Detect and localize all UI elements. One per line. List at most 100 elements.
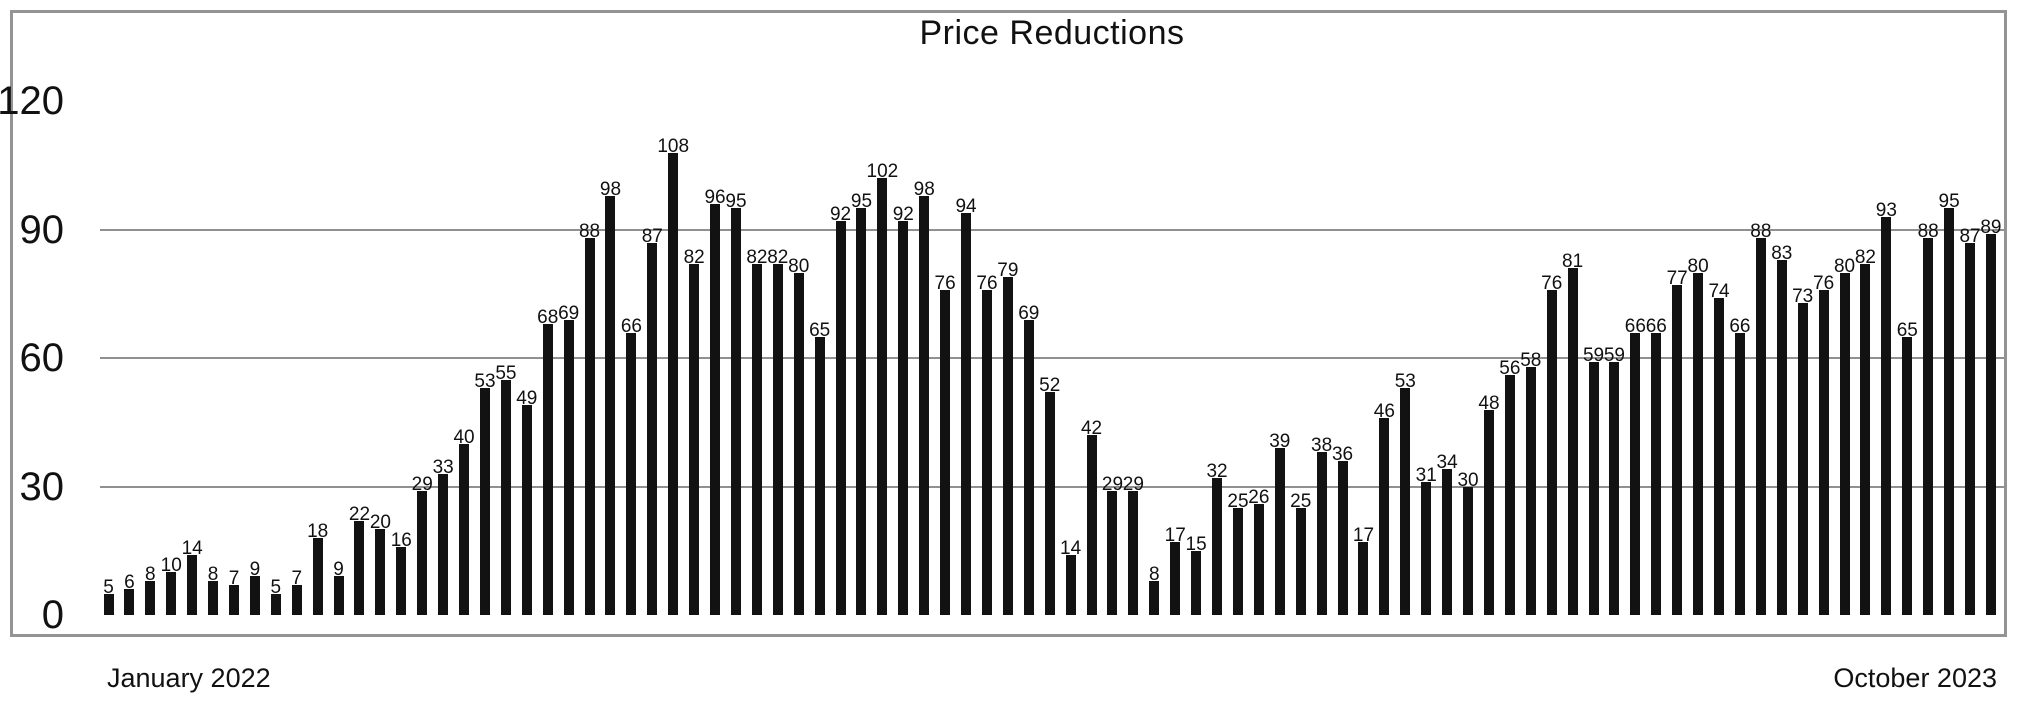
bar [375, 529, 386, 615]
bar-value-label: 68 [537, 306, 559, 328]
bar [1358, 542, 1369, 615]
bar-value-label: 5 [103, 576, 114, 598]
bar [1483, 409, 1494, 615]
bar-value-label: 31 [1415, 465, 1437, 487]
bar-value-label: 30 [1457, 469, 1479, 491]
bar [1567, 268, 1578, 615]
bar-value-label: 59 [1582, 345, 1605, 367]
bar-value-label: 38 [1311, 435, 1333, 457]
bar-value-label: 82 [767, 247, 789, 269]
bar-value-label: 82 [683, 247, 705, 269]
x-axis-start-label: January 2022 [107, 663, 271, 693]
bar-value-label: 77 [1666, 268, 1688, 290]
bar-value-label: 66 [1729, 315, 1751, 337]
bar-value-label: 49 [516, 388, 538, 410]
bar [1232, 508, 1243, 615]
bar [1588, 362, 1599, 615]
bar [1672, 285, 1683, 615]
bar [1107, 490, 1118, 615]
bar [1965, 242, 1976, 615]
bar-value-label: 80 [788, 255, 810, 277]
bar-value-label: 29 [411, 473, 433, 495]
bar-value-label: 87 [1959, 225, 1981, 247]
bar-value-label: 32 [1206, 461, 1228, 483]
bar-value-label: 69 [558, 302, 580, 324]
bar [1065, 555, 1076, 615]
bar-value-label: 33 [432, 456, 454, 478]
bar-value-label: 58 [1520, 349, 1542, 371]
bar [793, 272, 804, 615]
bar [1985, 234, 1996, 615]
bar-value-label: 83 [1771, 242, 1793, 264]
bar [1379, 418, 1390, 615]
bar-value-label: 74 [1708, 281, 1730, 303]
bar-value-label: 7 [228, 568, 240, 590]
bar [1734, 332, 1745, 615]
bar [1191, 550, 1202, 615]
bar-value-label: 8 [145, 563, 156, 585]
bar [1651, 332, 1662, 615]
bar [856, 208, 867, 615]
bar-value-label: 88 [1750, 221, 1772, 243]
bar [1295, 508, 1306, 615]
bar-value-label: 76 [1541, 272, 1563, 294]
bar-value-label: 66 [1645, 315, 1667, 337]
bar [438, 473, 449, 615]
bar [1714, 298, 1725, 615]
bar-value-label: 87 [641, 225, 663, 247]
bar-value-label: 9 [249, 559, 261, 581]
bar-value-label: 42 [1080, 418, 1103, 440]
bar [1630, 332, 1641, 615]
bar-value-label: 8 [207, 563, 219, 585]
bar-value-label: 17 [1164, 525, 1186, 547]
bar-value-label: 95 [850, 191, 873, 213]
bar [1881, 216, 1892, 615]
bar [166, 572, 177, 615]
bar [1274, 448, 1285, 615]
bar-value-label: 92 [892, 204, 914, 226]
bar [1442, 469, 1453, 615]
bar-value-label: 26 [1248, 486, 1270, 508]
bar-value-label: 98 [599, 178, 622, 200]
bar-value-label: 5 [270, 576, 282, 598]
bar-value-label: 96 [704, 187, 726, 209]
bar-value-label: 22 [348, 503, 371, 525]
bar-value-label: 80 [1687, 255, 1709, 277]
bar [1316, 452, 1327, 615]
bar [1923, 238, 1934, 615]
chart-frame [10, 10, 2007, 637]
bar-value-label: 8 [1149, 563, 1160, 585]
bar-value-label: 65 [809, 319, 831, 341]
bar [1525, 366, 1536, 615]
bar-value-label: 29 [1122, 473, 1144, 495]
bar-value-label: 6 [124, 572, 135, 594]
bar-value-label: 14 [1060, 538, 1082, 560]
bar [1693, 272, 1704, 615]
bar [1023, 319, 1034, 615]
bar [1755, 238, 1766, 615]
bar-value-label: 69 [1018, 302, 1040, 324]
bar [417, 490, 428, 615]
bar [291, 585, 302, 615]
bar-value-label: 59 [1603, 345, 1626, 367]
bar-value-label: 9 [333, 559, 344, 581]
bar [1776, 259, 1787, 615]
bar-value-label: 94 [955, 195, 977, 217]
bar [981, 289, 992, 615]
bar-value-label: 53 [474, 371, 496, 393]
bar [103, 593, 114, 615]
bar [814, 336, 825, 615]
bar [1149, 580, 1160, 615]
bar-value-label: 76 [934, 272, 956, 294]
bar [1421, 482, 1432, 615]
bar [1002, 276, 1013, 615]
bar-value-label: 15 [1185, 533, 1207, 555]
bar-value-label: 89 [1980, 217, 2002, 239]
bar-value-label: 55 [495, 362, 517, 384]
bar [835, 221, 846, 615]
bar [333, 576, 344, 615]
bar [270, 593, 281, 615]
bar [772, 264, 783, 615]
bar [1212, 478, 1223, 615]
